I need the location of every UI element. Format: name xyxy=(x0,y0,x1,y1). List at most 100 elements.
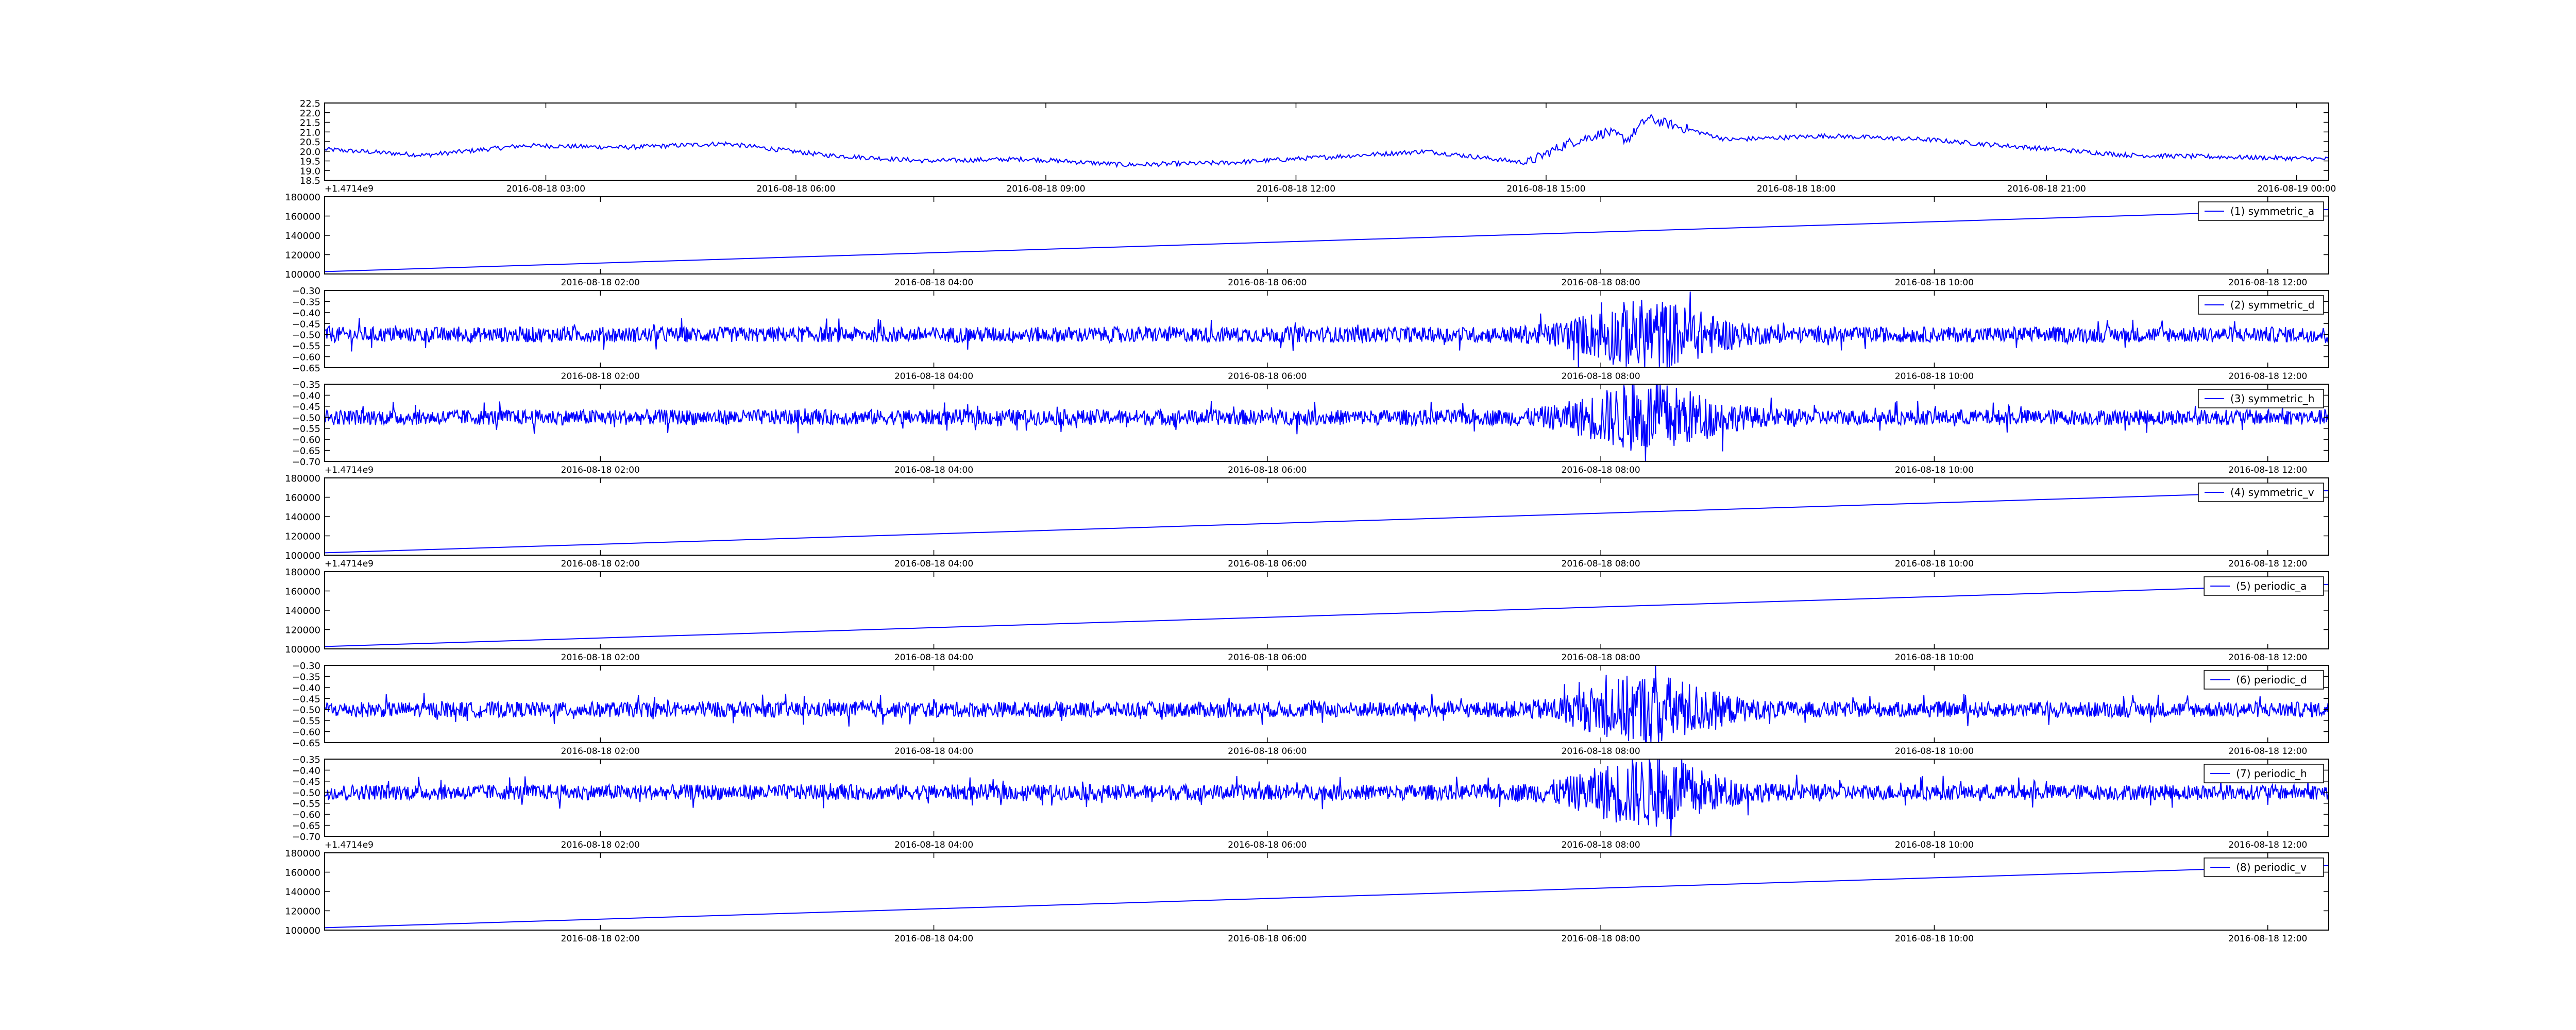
xtick-label: 2016-08-18 18:00 xyxy=(1757,184,1836,194)
xtick-label: 2016-08-18 04:00 xyxy=(894,840,973,850)
xtick-label: 2016-08-18 08:00 xyxy=(1562,934,1640,944)
ytick-label: 160000 xyxy=(285,212,320,222)
legend-label: (5) periodic_a xyxy=(2236,580,2307,592)
ytick-label: 140000 xyxy=(285,512,320,523)
ytick-label: 120000 xyxy=(285,625,320,636)
ytick-label: −0.40 xyxy=(292,683,320,694)
ytick-label: 22.5 xyxy=(300,98,320,109)
xtick-label: 2016-08-18 08:00 xyxy=(1562,278,1640,288)
ytick-label: 140000 xyxy=(285,231,320,242)
axes-frame-6 xyxy=(324,665,2329,743)
ytick-label: 20.0 xyxy=(300,147,320,158)
ytick-label: 120000 xyxy=(285,250,320,261)
xtick-label: 2016-08-18 06:00 xyxy=(1228,465,1307,475)
ytick-label: −0.50 xyxy=(292,413,320,423)
series-line-5 xyxy=(324,583,2329,647)
panel-3: −0.35−0.40−0.45−0.50−0.55−0.60−0.65−0.70… xyxy=(292,380,2329,475)
x-offset-text: +1.4714e9 xyxy=(325,465,374,475)
xtick-label: 2016-08-18 12:00 xyxy=(1257,184,1335,194)
ytick-label: 120000 xyxy=(285,531,320,542)
xtick-label: 2016-08-18 04:00 xyxy=(894,746,973,757)
xtick-label: 2016-08-18 06:00 xyxy=(1228,746,1307,757)
series-line-2 xyxy=(324,291,2329,368)
ytick-label: −0.65 xyxy=(292,738,320,749)
legend-4: (4) symmetric_v xyxy=(2198,483,2324,502)
ytick-label: −0.45 xyxy=(292,777,320,787)
legend-label: (3) symmetric_h xyxy=(2230,392,2315,405)
panel-4: 180000 160000 140000 120000 100000 2016-08-18… xyxy=(285,473,2329,569)
panel-6: −0.30−0.35−0.40−0.45−0.50−0.55−0.60−0.65… xyxy=(292,661,2329,757)
axes-frame-7 xyxy=(324,759,2329,837)
ytick-label: 140000 xyxy=(285,606,320,616)
ytick-label: −0.35 xyxy=(292,754,320,765)
ytick-label: 160000 xyxy=(285,493,320,504)
xtick-label: 2016-08-18 12:00 xyxy=(2228,371,2307,382)
legend-1: (1) symmetric_a xyxy=(2198,201,2324,221)
ytick-label: 180000 xyxy=(285,848,320,859)
xtick-label: 2016-08-18 08:00 xyxy=(1562,840,1640,850)
legend-label: (1) symmetric_a xyxy=(2230,205,2314,217)
ytick-label: −0.55 xyxy=(292,341,320,352)
xtick-label: 2016-08-18 03:00 xyxy=(506,184,585,194)
ytick-label: −0.35 xyxy=(292,380,320,390)
ytick-label: −0.50 xyxy=(292,787,320,798)
legend-label: (2) symmetric_d xyxy=(2230,299,2315,311)
xtick-label: 2016-08-18 08:00 xyxy=(1562,653,1640,663)
ytick-label: 100000 xyxy=(285,551,320,561)
ytick-label: −0.70 xyxy=(292,457,320,468)
ytick-label: −0.45 xyxy=(292,402,320,413)
x-offset-text: +1.4714e9 xyxy=(325,840,374,850)
panel-5: 180000 160000 140000 120000 100000 2016-08-18… xyxy=(285,567,2329,663)
legend-8: (8) periodic_v xyxy=(2204,857,2324,877)
ytick-label: 21.5 xyxy=(300,118,320,129)
xtick-label: 2016-08-18 02:00 xyxy=(561,371,640,382)
ytick-label: −0.45 xyxy=(292,319,320,330)
xtick-label: 2016-08-18 02:00 xyxy=(561,559,640,569)
ytick-label: −0.30 xyxy=(292,661,320,672)
ytick-label: −0.40 xyxy=(292,308,320,319)
series-line-3 xyxy=(324,384,2329,461)
ytick-label: 160000 xyxy=(285,587,320,597)
xtick-label: 2016-08-18 09:00 xyxy=(1006,184,1085,194)
xtick-label: 2016-08-18 06:00 xyxy=(1228,371,1307,382)
xtick-label: 2016-08-18 10:00 xyxy=(1895,840,1974,850)
ytick-label: −0.55 xyxy=(292,424,320,435)
xtick-label: 2016-08-18 15:00 xyxy=(1506,184,1585,194)
ytick-label: 100000 xyxy=(285,925,320,936)
series-line-4 xyxy=(324,490,2329,554)
xtick-label: 2016-08-18 06:00 xyxy=(1228,653,1307,663)
xtick-label: 2016-08-18 06:00 xyxy=(1228,934,1307,944)
legend-label: (6) periodic_d xyxy=(2236,674,2307,686)
panel-7: −0.35−0.40−0.45−0.50−0.55−0.60−0.65−0.70… xyxy=(292,754,2329,850)
ytick-label: −0.65 xyxy=(292,446,320,457)
series-line-0 xyxy=(324,113,2329,168)
xtick-label: 2016-08-18 04:00 xyxy=(894,653,973,663)
ytick-label: −0.65 xyxy=(292,821,320,832)
ytick-label: −0.35 xyxy=(292,672,320,682)
xtick-label: 2016-08-18 08:00 xyxy=(1562,559,1640,569)
ytick-label: 19.0 xyxy=(300,166,320,177)
xtick-label: 2016-08-18 06:00 xyxy=(1228,840,1307,850)
xtick-label: 2016-08-18 02:00 xyxy=(561,653,640,663)
ytick-label: 20.5 xyxy=(300,137,320,148)
xtick-label: 2016-08-18 12:00 xyxy=(2228,746,2307,757)
series-line-6 xyxy=(324,665,2329,743)
ytick-label: 120000 xyxy=(285,906,320,917)
ytick-label: −0.55 xyxy=(292,716,320,727)
xtick-label: 2016-08-18 04:00 xyxy=(894,465,973,475)
xtick-label: 2016-08-18 12:00 xyxy=(2228,840,2307,850)
legend-label: (4) symmetric_v xyxy=(2230,486,2314,499)
axes-frame-2 xyxy=(324,290,2329,368)
ytick-label: −0.40 xyxy=(292,765,320,776)
legend-7: (7) periodic_h xyxy=(2204,764,2324,783)
ytick-label: 140000 xyxy=(285,887,320,898)
xtick-label: 2016-08-18 02:00 xyxy=(561,465,640,475)
xtick-label: 2016-08-18 06:00 xyxy=(1228,559,1307,569)
xtick-label: 2016-08-18 10:00 xyxy=(1895,934,1974,944)
ytick-label: −0.70 xyxy=(292,832,320,843)
ytick-label: 100000 xyxy=(285,269,320,280)
xtick-label: 2016-08-18 02:00 xyxy=(561,278,640,288)
xtick-label: 2016-08-18 02:00 xyxy=(561,934,640,944)
legend-6: (6) periodic_d xyxy=(2204,670,2324,690)
ytick-label: −0.50 xyxy=(292,330,320,341)
